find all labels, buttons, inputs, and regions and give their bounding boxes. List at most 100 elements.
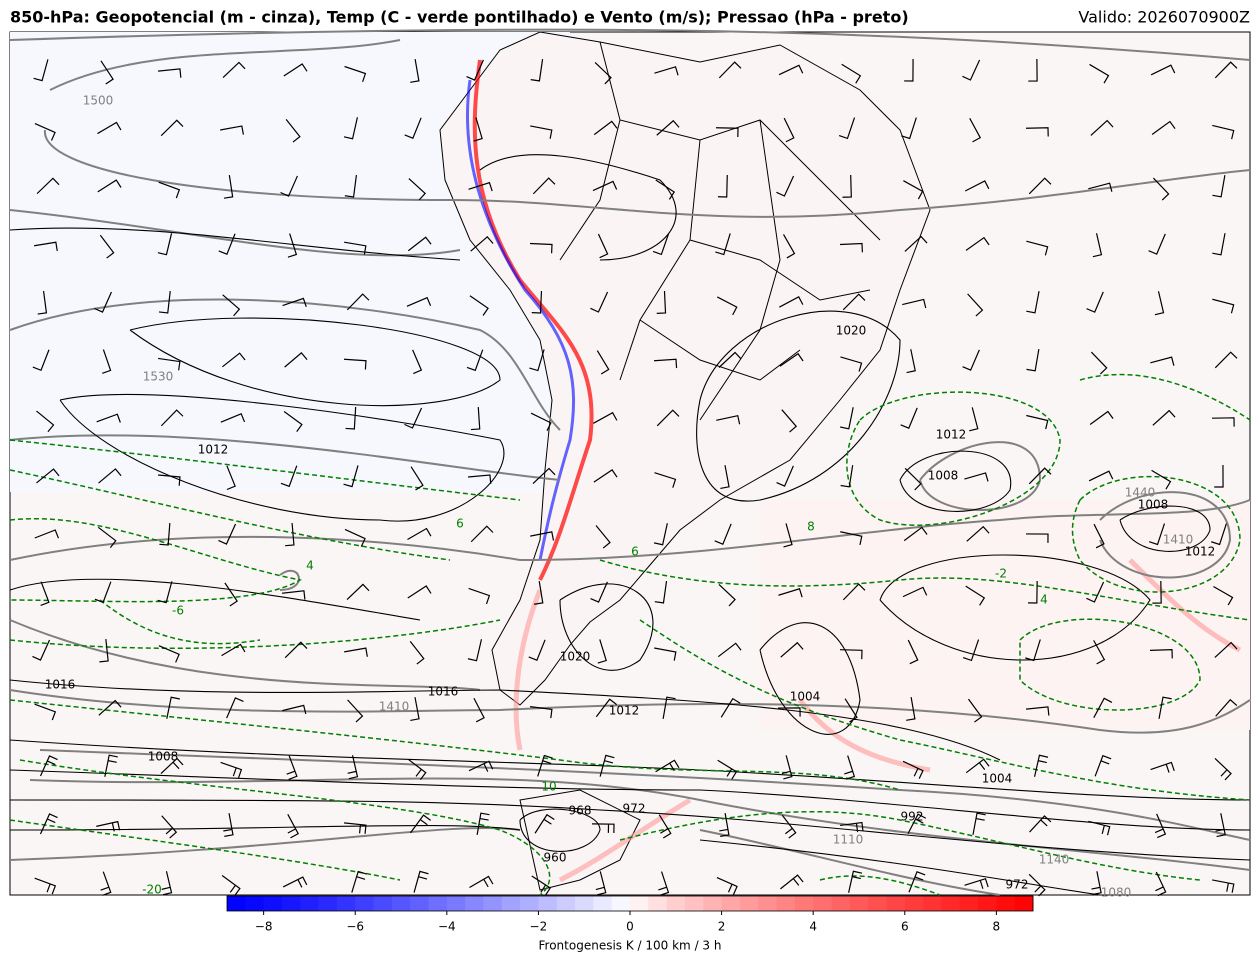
colorbar-tick-label: 4: [809, 920, 817, 934]
wind-barb: [842, 293, 866, 311]
wind-barb: [592, 180, 618, 192]
wind-barb: [1088, 182, 1113, 192]
wind-barb: [1150, 356, 1175, 366]
temperature-label: 8: [807, 520, 815, 534]
wind-barb: [32, 639, 51, 661]
wind-barb: [1029, 815, 1052, 833]
pressure-label: 972: [1006, 878, 1029, 892]
colorbar-segment: [996, 896, 1016, 911]
wind-barb: [407, 236, 432, 252]
wind-barb: [1213, 586, 1234, 606]
wind-barb: [597, 639, 607, 664]
wind-barb: [222, 352, 246, 368]
wind-barb: [908, 870, 926, 893]
wind-barb: [715, 233, 731, 256]
wind-barb: [224, 582, 238, 607]
pressure-label: 1012: [609, 704, 640, 718]
wind-barb: [96, 820, 121, 832]
wind-barb: [470, 406, 481, 431]
wind-barb: [96, 413, 121, 423]
wind-barb: [717, 174, 728, 198]
wind-barb: [1026, 291, 1040, 314]
wind-barb: [1028, 467, 1052, 485]
wind-barb: [413, 870, 429, 893]
wind-barb: [1215, 813, 1226, 838]
wind-barb: [716, 877, 738, 895]
colorbar-segment: [739, 896, 759, 911]
wind-barb: [781, 755, 793, 780]
wind-barb: [470, 235, 494, 252]
wind-barb: [221, 643, 246, 657]
pressure-label: 1016: [45, 678, 76, 692]
colorbar-segment: [556, 896, 576, 911]
wind-barb: [410, 59, 420, 83]
pressure-label: 1004: [790, 690, 821, 704]
colorbar-segment: [336, 896, 356, 911]
wind-barb: [534, 813, 555, 834]
wind-barb: [1093, 640, 1106, 665]
wind-barb: [36, 177, 60, 195]
wind-barb: [779, 352, 804, 367]
wind-barb: [532, 177, 556, 195]
colorbar-segment: [703, 896, 723, 911]
wind-barb: [907, 813, 927, 835]
colorbar-segment: [1014, 896, 1034, 911]
colorbar-segment: [813, 896, 832, 911]
wind-barb: [410, 697, 420, 722]
wind-barb: [161, 871, 173, 896]
wind-barb: [97, 526, 117, 549]
wind-barb: [343, 358, 367, 370]
wind-barb: [99, 638, 109, 663]
wind-barb: [344, 528, 366, 547]
colorbar-label: Frontogenesis K / 100 km / 3 h: [539, 939, 722, 953]
wind-barb: [1091, 871, 1102, 896]
wind-barb: [964, 877, 989, 889]
wind-barb: [280, 465, 298, 488]
wind-barb: [654, 66, 679, 76]
pressure-label: 1020: [836, 324, 867, 338]
wind-barb: [590, 581, 608, 603]
wind-barb: [839, 649, 863, 660]
wind-barb: [1211, 523, 1227, 546]
wind-barb: [1150, 761, 1175, 773]
wind-barb: [902, 586, 928, 598]
wind-barb: [1212, 233, 1226, 256]
wind-barb: [37, 291, 48, 315]
wind-barb: [409, 640, 425, 665]
wind-barb: [166, 696, 180, 719]
wind-barb: [346, 293, 370, 311]
colorbar-segment: [483, 896, 503, 911]
wind-barb: [473, 117, 483, 142]
wind-barb: [157, 581, 173, 604]
wind-barb: [530, 59, 544, 82]
frontogenesis-band: [472, 59, 594, 581]
wind-barb: [781, 814, 797, 839]
wind-barb: [718, 584, 736, 607]
wind-barb: [662, 696, 676, 719]
wind-barb: [595, 525, 611, 549]
wind-barb: [285, 119, 301, 143]
wind-barb: [1152, 177, 1170, 201]
wind-barb: [840, 531, 863, 545]
wind-barb: [904, 58, 914, 82]
wind-barb: [1088, 820, 1111, 836]
wind-barb: [1150, 64, 1176, 76]
colorbar-segment: [684, 896, 704, 911]
wind-barb: [530, 412, 552, 432]
wind-barb: [842, 174, 852, 198]
wind-barb: [284, 352, 308, 368]
wind-barb: [652, 233, 670, 256]
colorbar-tick-label: −2: [530, 920, 548, 934]
wind-barb: [220, 761, 243, 779]
wind-barb: [590, 291, 609, 313]
geopotential-label: 1530: [143, 370, 174, 384]
wind-barb: [776, 175, 795, 197]
wind-barb: [1151, 469, 1172, 490]
wind-barb: [158, 181, 181, 199]
wind-barb: [965, 758, 990, 774]
wind-barb: [466, 59, 484, 81]
wind-barb: [900, 407, 918, 429]
temperature-label: 10: [541, 780, 556, 794]
frontogenesis-band: [513, 558, 1242, 883]
wind-barb: [593, 469, 618, 483]
